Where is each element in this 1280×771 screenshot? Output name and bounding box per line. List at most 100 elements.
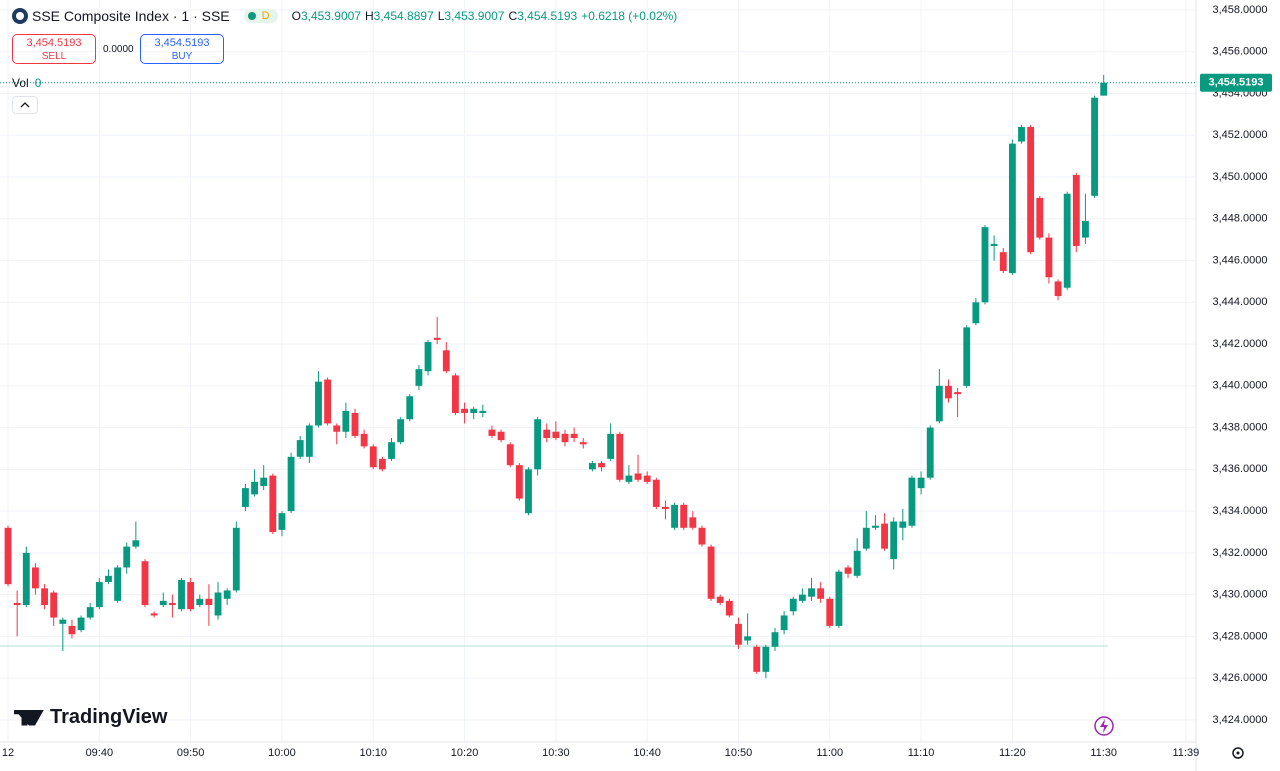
candle-body [808, 588, 815, 597]
candle-body [981, 227, 989, 303]
x-tick-label: 11:10 [908, 747, 935, 759]
sell-button[interactable]: 3,454.5193 SELL [12, 34, 96, 64]
y-tick-label: 3,440.0000 [1212, 380, 1267, 392]
candle-body [22, 552, 30, 606]
candle-body [780, 615, 788, 631]
candle-body [415, 369, 423, 386]
candle-body [397, 419, 405, 443]
x-tick-label: 10:50 [725, 747, 753, 759]
logo[interactable]: TradingView [14, 706, 167, 729]
candle-body [333, 425, 341, 432]
candle-body [497, 431, 505, 441]
candle-body [917, 477, 925, 489]
candle-body [552, 431, 560, 439]
candle-body [470, 408, 478, 413]
ohlc-value: 3,454.5193 [517, 9, 578, 23]
candle-body [150, 613, 158, 616]
candle-body [1008, 143, 1016, 274]
candle-body [1100, 82, 1108, 96]
candle-body [32, 567, 39, 589]
spread: 0.0000 [103, 44, 134, 55]
x-tick-label: 12 [2, 747, 14, 759]
candle-body [789, 598, 797, 612]
ohlc-high: H3,454.8897 [365, 9, 434, 23]
candle-body [424, 341, 432, 372]
candle-body [506, 444, 514, 466]
buy-price: 3,454.5193 [154, 37, 210, 49]
candle-body [625, 475, 633, 482]
y-tick-label: 3,428.0000 [1212, 630, 1267, 642]
candle-body [543, 429, 551, 439]
y-tick-label: 3,424.0000 [1212, 714, 1267, 726]
candle-body [963, 327, 971, 386]
ohlc-label: O [291, 9, 301, 23]
candle-body [525, 469, 532, 514]
candle-body [95, 582, 103, 608]
x-tick-label: 11:20 [999, 747, 1026, 759]
candle-body [771, 632, 779, 647]
sell-label: SELL [41, 51, 67, 62]
candle-body [59, 619, 67, 624]
candle-body [999, 252, 1007, 271]
candle-body [205, 598, 213, 606]
candle-body [114, 567, 122, 601]
symbol-icon [12, 8, 28, 24]
y-tick-label: 3,438.0000 [1212, 421, 1267, 433]
candle-body [908, 477, 916, 526]
alert-icon[interactable] [1094, 716, 1114, 736]
candle-body [479, 410, 487, 413]
candle-body [716, 596, 724, 603]
candle-body [214, 592, 222, 616]
candle-body [634, 473, 642, 480]
ohlc-value: 3,453.9007 [300, 9, 361, 23]
candle-body [735, 623, 742, 645]
candle-body [269, 475, 277, 532]
candle-body [588, 463, 596, 470]
alert-bolt [1100, 719, 1108, 733]
candle-body [315, 381, 322, 426]
candle-body [4, 527, 12, 585]
symbol[interactable]: SSE Composite Index · 1 · SSE [32, 8, 230, 24]
collapse-button[interactable] [12, 96, 38, 114]
candle-body [935, 385, 943, 422]
logo-text: TradingView [50, 706, 168, 728]
ohlc-label: H [365, 9, 374, 23]
candle-body [515, 465, 523, 499]
y-tick-label: 3,450.0000 [1212, 171, 1267, 183]
candle-body [406, 396, 414, 420]
candle-body [1027, 126, 1035, 253]
x-tick-label: 09:40 [86, 747, 114, 759]
candle-body [1045, 237, 1053, 278]
candle-body [643, 475, 651, 482]
candle-body [178, 579, 185, 610]
candle-body [671, 504, 678, 528]
candle-body [899, 521, 907, 528]
candle-body [378, 458, 386, 470]
buy-button[interactable]: 3,454.5193 BUY [140, 34, 224, 64]
x-tick-label: 11:39 [1173, 747, 1200, 759]
candle-body [561, 433, 569, 443]
x-tick-label: 09:50 [177, 747, 205, 759]
candle-body [77, 617, 85, 631]
candle-body [13, 602, 21, 606]
x-tick-label: 10:30 [542, 747, 570, 759]
candle-body [534, 419, 542, 470]
candle-body [159, 600, 167, 606]
candle-body [141, 561, 149, 606]
candle-body [1018, 126, 1025, 142]
y-tick-label: 3,426.0000 [1212, 672, 1267, 684]
candle-body [132, 540, 140, 547]
sell-price: 3,454.5193 [26, 37, 82, 49]
candle-body [242, 488, 249, 507]
ohlc-label: C [508, 9, 518, 23]
market-status[interactable]: D [243, 9, 278, 23]
settings-icon-dot [1236, 751, 1240, 755]
settings-icon[interactable] [1232, 747, 1244, 759]
x-tick-label: 10:20 [451, 747, 479, 759]
candle-body [452, 375, 459, 413]
x-tick-label: 11:30 [1090, 747, 1117, 759]
ohlc-label: L [437, 9, 445, 23]
candle-body [926, 427, 934, 478]
candle-body [817, 588, 825, 599]
